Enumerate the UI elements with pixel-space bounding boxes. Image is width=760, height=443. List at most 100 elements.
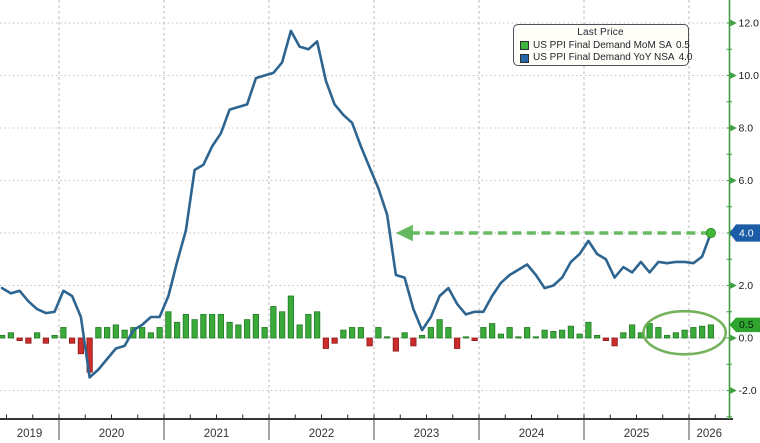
- x-axis-year-label: 2026: [696, 428, 722, 440]
- x-axis-year-label: 2020: [99, 428, 125, 440]
- mom-bar: [655, 327, 662, 339]
- last-price-dot: [705, 227, 716, 239]
- mom-bar: [270, 306, 277, 339]
- x-axis-year-label: 2019: [17, 428, 43, 440]
- mom-bar: [340, 329, 347, 339]
- mom-bar: [497, 333, 504, 339]
- mom-bar: [42, 337, 49, 344]
- mom-bar: [287, 295, 294, 339]
- mom-bar: [384, 336, 391, 339]
- mom-bar: [226, 321, 233, 339]
- mom-bar: [156, 327, 163, 339]
- mom-bar: [707, 324, 714, 339]
- mom-bar: [16, 337, 23, 342]
- mom-bar: [462, 336, 469, 339]
- mom-bar: [51, 334, 58, 339]
- y-axis-tick-label: 10.0: [739, 70, 760, 82]
- mom-bar: [454, 337, 461, 349]
- mom-bar: [576, 333, 583, 339]
- mom-bar: [174, 321, 181, 339]
- legend: Last Price US PPI Final Demand MoM SA 0.5…: [513, 24, 692, 66]
- legend-value: 0.5: [675, 39, 690, 51]
- dashed-arrow-head-icon: [395, 224, 413, 242]
- y-tick-arrow-icon: [730, 72, 737, 79]
- y-tick-arrow-icon: [730, 387, 737, 394]
- mom-bar: [279, 311, 286, 339]
- legend-label: US PPI Final Demand YoY NSA: [533, 52, 675, 63]
- mom-bar: [0, 334, 6, 339]
- mom-bar: [664, 334, 671, 339]
- x-axis-year-label: 2025: [624, 428, 650, 440]
- legend-rows: US PPI Final Demand MoM SA 0.5 US PPI Fina…: [520, 39, 692, 65]
- mom-bar: [104, 327, 111, 339]
- mom-bar: [480, 327, 487, 339]
- mom-bar: [7, 332, 14, 339]
- mom-bar: [401, 332, 408, 339]
- mom-bar: [515, 336, 522, 339]
- mom-bar: [235, 324, 242, 339]
- mom-bar: [375, 327, 382, 339]
- mom-bar: [567, 325, 574, 339]
- mom-bar: [524, 327, 531, 339]
- mom-bar: [681, 329, 688, 339]
- legend-swatch-icon: [520, 41, 529, 51]
- mom-bar: [191, 319, 198, 339]
- mom-bar: [611, 337, 618, 347]
- mom-bar: [314, 311, 321, 339]
- mom-bar: [261, 327, 268, 339]
- mom-bar: [629, 324, 636, 339]
- legend-value: 4.0: [678, 52, 693, 63]
- mom-bar: [252, 313, 259, 339]
- mom-last-price-badge: [729, 317, 760, 333]
- y-axis-tick-label: 0.0: [739, 332, 754, 344]
- y-tick-arrow-icon: [730, 334, 737, 342]
- mom-bar: [602, 337, 609, 342]
- legend-swatch-icon: [520, 53, 529, 63]
- mom-bar: [95, 327, 102, 339]
- mom-bar: [471, 337, 478, 342]
- y-axis-tick-label: 6.0: [739, 175, 754, 187]
- mom-bar: [506, 327, 513, 339]
- mom-bar: [357, 327, 364, 339]
- legend-label: US PPI Final Demand MoM SA: [533, 39, 672, 51]
- mom-bar: [489, 323, 496, 339]
- mom-bar: [594, 334, 601, 339]
- y-axis-tick-label: 2.0: [739, 280, 754, 292]
- legend-row: US PPI Final Demand MoM SA 0.5: [520, 39, 690, 53]
- mom-bar: [646, 323, 653, 339]
- legend-row: US PPI Final Demand YoY NSA 4.0: [520, 52, 692, 65]
- mom-bar: [217, 313, 224, 339]
- y-axis-tick-label: -2.0: [739, 385, 757, 397]
- badge-label: 4.0: [739, 227, 754, 239]
- y-tick-arrow-icon: [730, 19, 737, 27]
- y-axis-tick-label: 12.0: [739, 17, 760, 29]
- mom-bar: [200, 313, 207, 339]
- mom-bar: [690, 327, 697, 339]
- mom-bar: [445, 327, 452, 339]
- mom-bar: [427, 327, 434, 339]
- legend-title: Last Price: [577, 27, 624, 38]
- y-tick-arrow-icon: [730, 177, 737, 184]
- x-axis-year-label: 2021: [204, 428, 230, 440]
- mom-bar: [147, 332, 154, 339]
- mom-bar: [209, 313, 216, 339]
- y-tick-arrow-icon: [730, 124, 737, 132]
- mom-bar: [699, 325, 706, 339]
- mom-bar: [585, 321, 592, 339]
- mom-bar: [419, 334, 426, 339]
- mom-bar: [182, 313, 189, 339]
- mom-bar: [121, 329, 128, 339]
- mom-bar: [77, 337, 84, 355]
- x-axis-year-label: 2024: [519, 428, 545, 440]
- x-axis-year-label: 2022: [309, 428, 335, 440]
- mom-bar: [112, 324, 119, 339]
- yoy-last-price-badge: [729, 224, 760, 242]
- mom-bar: [410, 337, 417, 347]
- mom-bar: [60, 327, 67, 339]
- yoy-line: [0, 29, 713, 379]
- mom-bar: [541, 329, 548, 339]
- mom-bar: [392, 337, 399, 352]
- mom-bar: [559, 329, 566, 339]
- mom-bar: [620, 332, 627, 339]
